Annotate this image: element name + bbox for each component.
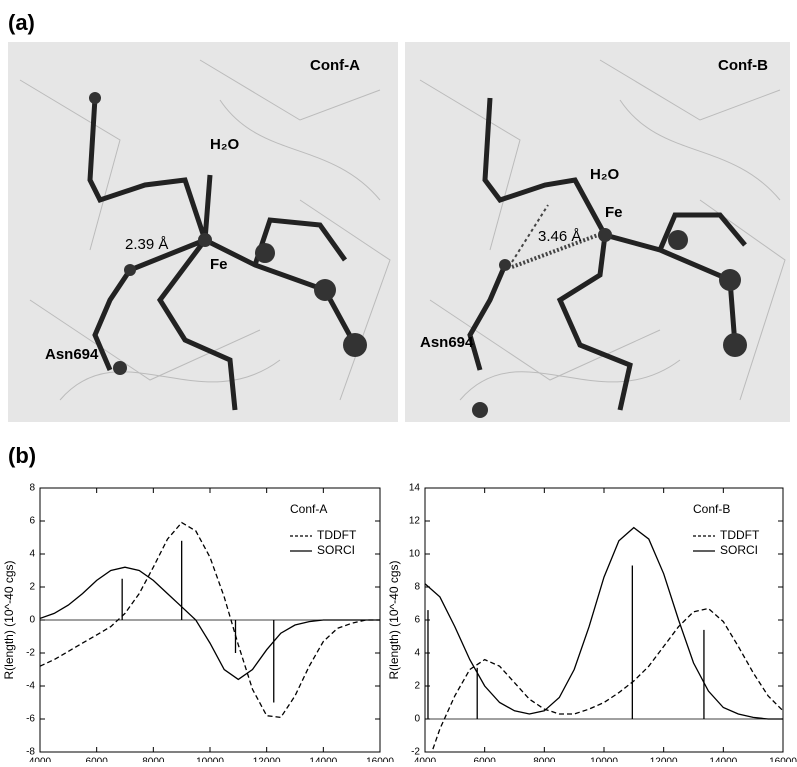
y-tick-label: -4 bbox=[26, 681, 35, 692]
molecule-label: H₂O bbox=[210, 136, 239, 153]
x-tick-label: 6000 bbox=[86, 757, 109, 762]
x-tick-label: 10000 bbox=[196, 757, 224, 762]
y-tick-label: 14 bbox=[409, 483, 421, 494]
y-tick-label: 2 bbox=[414, 681, 420, 692]
y-tick-label: -2 bbox=[26, 648, 35, 659]
y-tick-label: 10 bbox=[409, 549, 421, 560]
chart: -8 -6 -4 -2 0 2 4 6 8 4000 6000 8000 10000 12000 14000… bbox=[2, 483, 394, 767]
x-tick-label: 4000 bbox=[414, 757, 437, 762]
x-tick-label: 8000 bbox=[142, 757, 165, 762]
y-tick-label: 12 bbox=[409, 516, 421, 527]
legend-label: TDDFT bbox=[720, 528, 760, 542]
x-tick-label: 16000 bbox=[769, 757, 797, 762]
molecule-label: Asn694 bbox=[45, 346, 99, 363]
series-line bbox=[431, 607, 783, 752]
chart: -2 0 2 4 6 8 10 12 14 4000 6000 8000 10000 12000 14000… bbox=[387, 483, 797, 767]
y-tick-label: -8 bbox=[26, 747, 35, 758]
series-line bbox=[40, 521, 380, 719]
molecule-label: Fe bbox=[210, 256, 228, 273]
plot-area bbox=[425, 526, 783, 752]
y-tick-label: 4 bbox=[414, 648, 420, 659]
y-tick-label: 8 bbox=[414, 582, 420, 593]
x-tick-label: 14000 bbox=[309, 757, 337, 762]
y-tick-label: 0 bbox=[29, 615, 35, 626]
x-tick-label: 10000 bbox=[590, 757, 618, 762]
distance-label: 2.39 Å bbox=[125, 236, 168, 253]
molecule-label: Asn694 bbox=[420, 334, 474, 351]
conformer-label: Conf-A bbox=[310, 57, 360, 74]
x-tick-label: 4000 bbox=[29, 757, 52, 762]
chart-title: Conf-B bbox=[693, 502, 730, 516]
y-tick-label: 0 bbox=[414, 714, 420, 725]
legend-label: TDDFT bbox=[317, 528, 357, 542]
panel-label: (a) bbox=[8, 10, 35, 35]
panel-label: (b) bbox=[8, 443, 36, 468]
y-tick-label: -6 bbox=[26, 714, 35, 725]
y-tick-label: 6 bbox=[29, 516, 35, 527]
y-tick-label: -2 bbox=[411, 747, 420, 758]
molecule-label: H₂O bbox=[590, 166, 619, 183]
y-axis-title: R(length) (10^-40 cgs) bbox=[2, 560, 16, 679]
distance-label: 3.46 Å bbox=[538, 228, 581, 245]
molecule-image bbox=[405, 42, 790, 422]
y-tick-label: 4 bbox=[29, 549, 35, 560]
molecule-image bbox=[8, 42, 398, 422]
x-tick-label: 6000 bbox=[474, 757, 497, 762]
x-tick-label: 14000 bbox=[709, 757, 737, 762]
series-line bbox=[40, 566, 380, 681]
y-tick-label: 8 bbox=[29, 483, 35, 494]
x-tick-label: 12000 bbox=[650, 757, 678, 762]
x-tick-label: 12000 bbox=[253, 757, 281, 762]
y-tick-label: 6 bbox=[414, 615, 420, 626]
y-axis-title: R(length) (10^-40 cgs) bbox=[387, 560, 401, 679]
chart-title: Conf-A bbox=[290, 502, 327, 516]
y-tick-label: 2 bbox=[29, 582, 35, 593]
molecule-label: Fe bbox=[605, 204, 623, 221]
plot-area bbox=[40, 521, 380, 719]
conformer-label: Conf-B bbox=[718, 57, 768, 74]
legend-label: SORCI bbox=[317, 543, 355, 557]
x-tick-label: 8000 bbox=[533, 757, 556, 762]
series-line bbox=[425, 526, 783, 720]
x-tick-label: 16000 bbox=[366, 757, 394, 762]
legend-label: SORCI bbox=[720, 543, 758, 557]
